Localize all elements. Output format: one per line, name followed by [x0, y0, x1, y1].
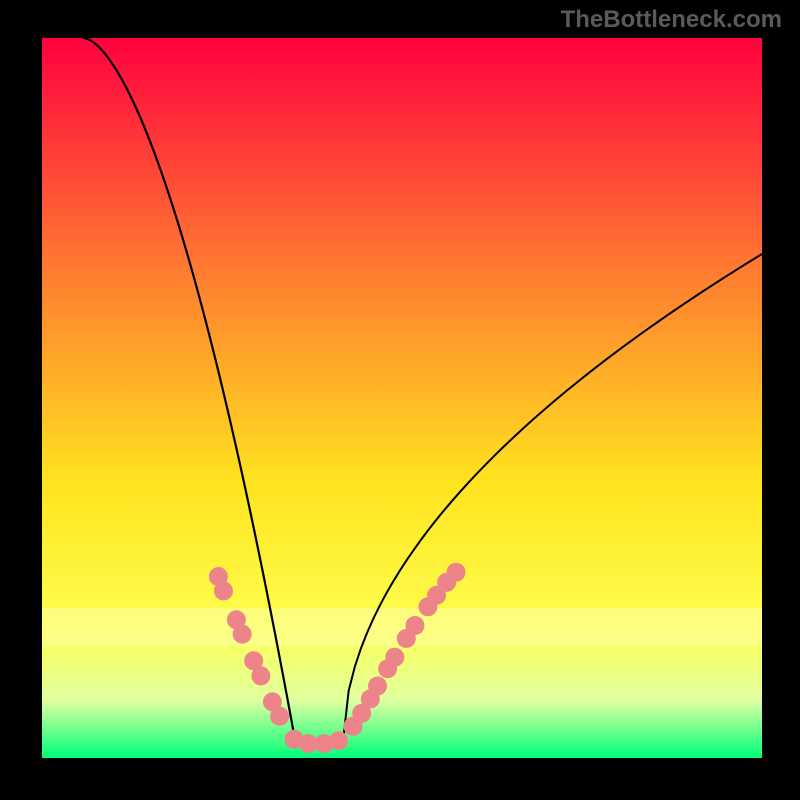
bottleneck-chart [0, 0, 800, 800]
marker-dot [405, 616, 424, 635]
plot-background [42, 38, 762, 758]
marker-dot [233, 625, 252, 644]
marker-dot [447, 563, 466, 582]
watermark-text: TheBottleneck.com [561, 6, 782, 34]
marker-dot [329, 731, 348, 750]
page-root: TheBottleneck.com [0, 0, 800, 800]
plot-area [42, 38, 762, 758]
marker-dot [270, 707, 289, 726]
marker-dot [214, 581, 233, 600]
marker-dot [368, 677, 387, 696]
marker-dot [251, 666, 270, 685]
marker-dot [385, 648, 404, 667]
